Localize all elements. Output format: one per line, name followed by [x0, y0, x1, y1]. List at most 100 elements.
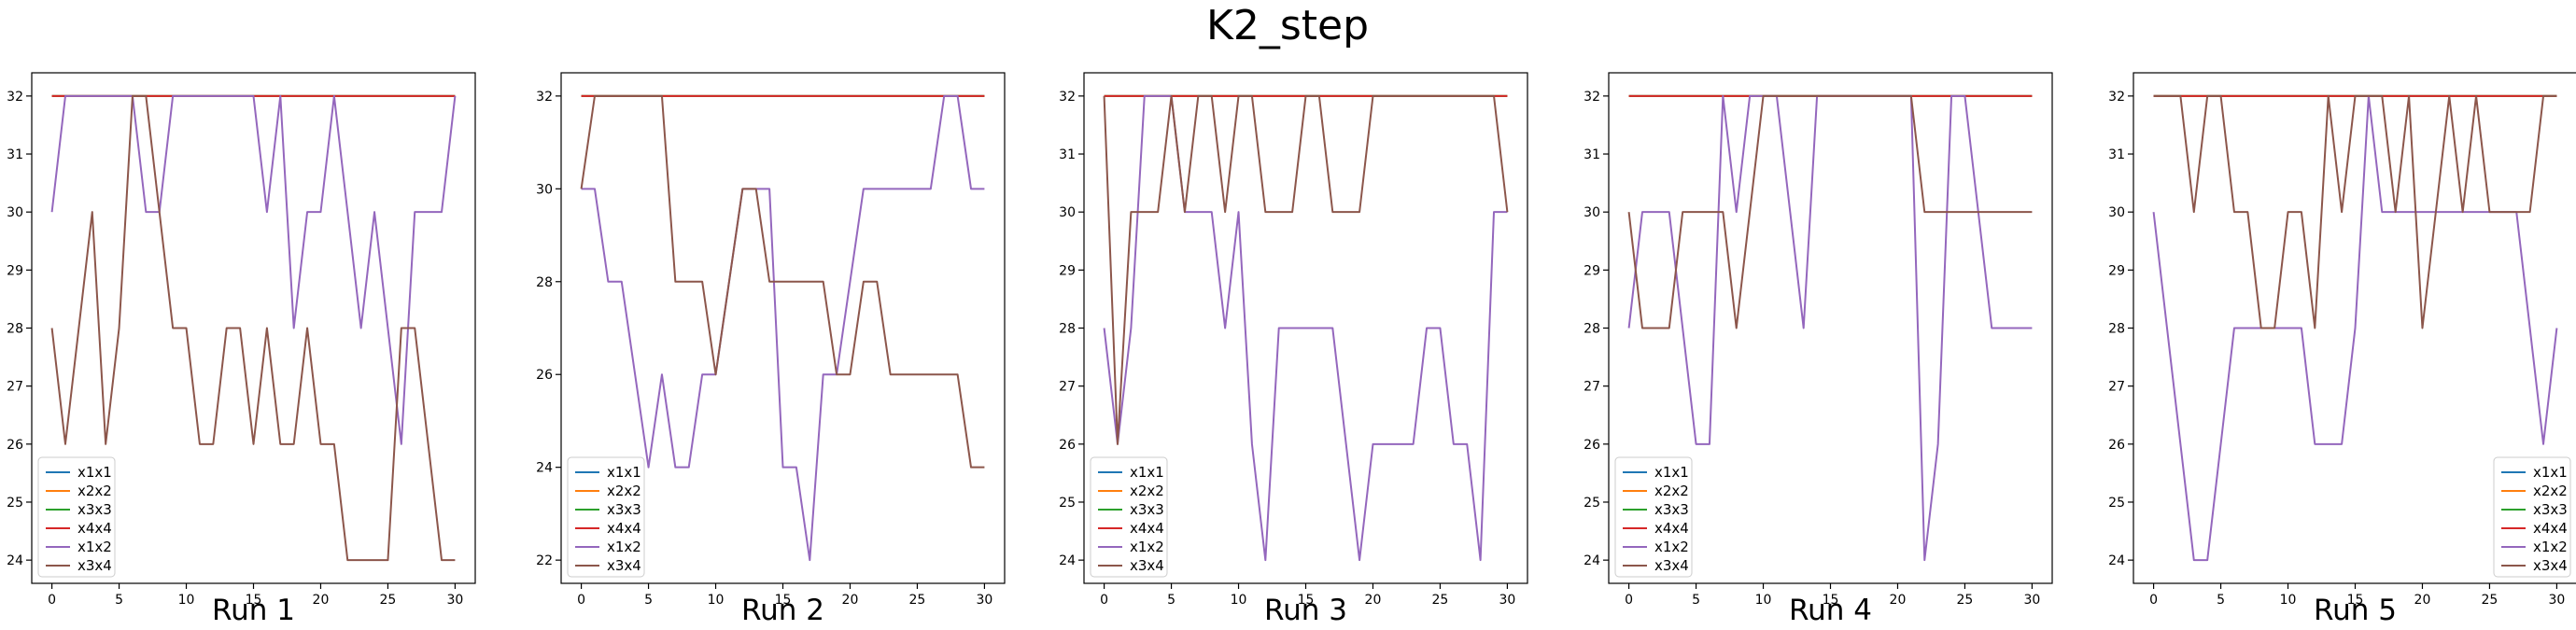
x-tick-label: 20	[313, 593, 330, 608]
x-tick-label: 30	[446, 593, 463, 608]
y-tick-label: 24	[7, 553, 23, 568]
y-tick-label: 25	[7, 496, 23, 511]
y-tick-label: 31	[1584, 147, 1600, 162]
y-tick-label: 28	[2108, 322, 2125, 337]
series-group	[1103, 94, 1509, 562]
legend: x1x1 x2x2 x3x3 x4x4 x1x2 x3x4	[2493, 456, 2571, 578]
x-tick-label: 15	[775, 593, 792, 608]
legend: x1x1 x2x2 x3x3 x4x4 x1x2 x3x4	[1614, 456, 1693, 578]
legend-label-x1x1: x1x1	[1130, 464, 1164, 481]
legend-label-x3x3: x3x3	[1130, 501, 1164, 518]
series-group	[1627, 94, 2033, 562]
legend-label-x2x2: x2x2	[2533, 483, 2568, 499]
y-tick-label: 30	[1584, 205, 1600, 220]
series-line-x1x2	[581, 94, 985, 562]
legend-label-x4x4: x4x4	[607, 520, 641, 537]
figure-title: K2_step	[1206, 2, 1369, 49]
series-line-x1x2	[50, 94, 457, 445]
series-line-x3x4	[580, 94, 985, 469]
y-tick-label: 27	[1584, 380, 1600, 395]
y-tick-label: 25	[1059, 496, 1076, 511]
y-tick-label: 26	[7, 438, 23, 453]
y-tick-label: 31	[2108, 147, 2125, 162]
legend-label-x3x3: x3x3	[607, 501, 641, 518]
x-tick-label: 30	[976, 593, 992, 608]
legend-label-x1x2: x1x2	[77, 539, 112, 555]
legend: x1x1 x2x2 x3x3 x4x4 x1x2 x3x4	[567, 456, 645, 578]
y-tick-label: 32	[7, 90, 23, 105]
x-tick-label: 30	[2548, 593, 2565, 608]
y-tick-label: 31	[1059, 147, 1076, 162]
x-axis-label: Run 5	[2314, 594, 2397, 627]
x-tick-label: 10	[2280, 593, 2297, 608]
x-tick-label: 25	[1957, 593, 1974, 608]
y-tick-label: 27	[2108, 380, 2125, 395]
legend-label-x3x4: x3x4	[2533, 557, 2568, 574]
legend-label-x2x2: x2x2	[607, 483, 641, 499]
x-axis-label: Run 1	[212, 594, 295, 627]
legend-label-x1x1: x1x1	[2533, 464, 2568, 481]
legend-label-x3x4: x3x4	[1654, 557, 1689, 574]
y-tick-label: 30	[1059, 205, 1076, 220]
y-tick-label: 27	[1059, 380, 1076, 395]
y-tick-label: 25	[2108, 496, 2125, 511]
x-tick-label: 20	[2414, 593, 2431, 608]
x-tick-label: 5	[115, 593, 123, 608]
y-tick-label: 29	[1059, 263, 1076, 278]
legend-label-x1x2: x1x2	[607, 539, 641, 555]
legend-label-x4x4: x4x4	[1130, 520, 1164, 537]
x-tick-label: 30	[1499, 593, 1515, 608]
x-tick-label: 25	[2482, 593, 2499, 608]
x-tick-label: 20	[1890, 593, 1907, 608]
x-axis-label: Run 2	[741, 594, 824, 627]
legend-label-x3x4: x3x4	[1130, 557, 1164, 574]
x-tick-label: 15	[2347, 593, 2364, 608]
x-tick-label: 25	[1432, 593, 1449, 608]
x-tick-label: 0	[1100, 593, 1108, 608]
legend-label-x2x2: x2x2	[77, 483, 112, 499]
y-tick-label: 30	[2108, 205, 2125, 220]
x-tick-label: 5	[1692, 593, 1700, 608]
x-tick-label: 10	[1755, 593, 1772, 608]
series-group	[580, 94, 985, 562]
legend-label-x3x4: x3x4	[607, 557, 641, 574]
y-tick-label: 29	[1584, 263, 1600, 278]
legend-label-x1x1: x1x1	[607, 464, 641, 481]
x-tick-label: 20	[842, 593, 859, 608]
legend-label-x3x3: x3x3	[2533, 501, 2568, 518]
y-tick-label: 31	[7, 147, 23, 162]
y-tick-label: 32	[1584, 90, 1600, 105]
x-tick-label: 10	[708, 593, 725, 608]
y-tick-label: 24	[1059, 553, 1076, 568]
x-tick-label: 5	[1167, 593, 1175, 608]
series-line-x3x4	[1627, 94, 2033, 329]
y-tick-label: 32	[536, 90, 553, 105]
y-tick-label: 24	[2108, 553, 2125, 568]
legend-label-x1x2: x1x2	[1654, 539, 1689, 555]
y-tick-label: 28	[536, 275, 553, 290]
legend: x1x1 x2x2 x3x3 x4x4 x1x2 x3x4	[1090, 456, 1168, 578]
series-group	[50, 94, 457, 562]
x-axis-label: Run 4	[1789, 594, 1872, 627]
x-tick-label: 20	[1365, 593, 1382, 608]
y-tick-label: 32	[1059, 90, 1076, 105]
y-tick-label: 29	[2108, 263, 2125, 278]
x-tick-label: 15	[1298, 593, 1315, 608]
y-tick-label: 26	[1584, 438, 1600, 453]
legend-label-x4x4: x4x4	[77, 520, 112, 537]
legend-label-x3x4: x3x4	[77, 557, 112, 574]
legend-label-x4x4: x4x4	[1654, 520, 1689, 537]
y-tick-label: 30	[7, 205, 23, 220]
x-tick-label: 25	[909, 593, 926, 608]
y-tick-label: 24	[1584, 553, 1600, 568]
legend-label-x2x2: x2x2	[1130, 483, 1164, 499]
y-tick-label: 30	[536, 182, 553, 197]
x-tick-label: 0	[48, 593, 56, 608]
legend-label-x4x4: x4x4	[2533, 520, 2568, 537]
